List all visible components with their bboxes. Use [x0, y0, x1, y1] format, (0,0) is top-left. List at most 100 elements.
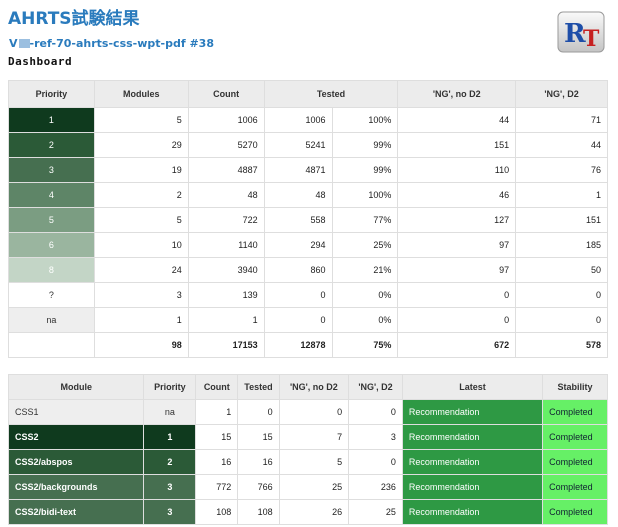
- tested-cell: 15: [237, 424, 280, 450]
- tested-cell: 558: [263, 207, 333, 233]
- totals-row: 98 17153 12878 75% 672 578: [8, 332, 608, 358]
- ng-no-d2-cell: 26: [278, 499, 350, 525]
- priority-cell[interactable]: ?: [8, 282, 95, 308]
- column-header[interactable]: Count: [187, 80, 265, 108]
- count-cell: 1006: [187, 107, 265, 133]
- column-header[interactable]: 'NG', no D2: [397, 80, 517, 108]
- ng-d2-cell: 0: [348, 399, 403, 425]
- section-heading: Dashboard: [8, 55, 73, 68]
- priority-cell[interactable]: 2: [8, 132, 95, 158]
- modules-cell: 5: [93, 107, 189, 133]
- tested-cell: 766: [237, 474, 280, 500]
- tested-percent-cell: 25%: [331, 232, 399, 258]
- build-link[interactable]: V -ref-70-ahrts-css-wpt-pdf #38: [9, 37, 214, 50]
- redacted-text: [18, 39, 30, 48]
- priority-cell[interactable]: 8: [8, 257, 95, 283]
- column-header[interactable]: Priority: [143, 374, 197, 400]
- module-name-cell[interactable]: CSS2/backgrounds: [7, 474, 145, 500]
- column-header[interactable]: Tested: [237, 374, 280, 400]
- table-row: 8 24 3940 860 21% 97 50: [8, 257, 608, 283]
- column-header[interactable]: Modules: [93, 80, 189, 108]
- tested-percent-cell: 100%: [331, 182, 399, 208]
- total-pct-cell: 75%: [331, 332, 399, 358]
- count-cell: 15: [195, 424, 239, 450]
- ng-d2-cell: 0: [348, 449, 403, 475]
- tested-cell: 108: [237, 499, 280, 525]
- ng-d2-cell: 1: [515, 182, 608, 208]
- modules-cell: 19: [93, 157, 189, 183]
- tested-cell: 5241: [263, 132, 333, 158]
- ng-no-d2-cell: 0: [397, 282, 517, 308]
- tested-percent-cell: 99%: [331, 157, 399, 183]
- total-ng-no-d2-cell: 672: [397, 332, 517, 358]
- table-row: 3 19 4887 4871 99% 110 76: [8, 157, 608, 183]
- module-table: Module Priority Count Tested 'NG', no D2…: [7, 374, 608, 525]
- tested-cell: 4871: [263, 157, 333, 183]
- priority-cell[interactable]: 6: [8, 232, 95, 258]
- tested-cell: 48: [263, 182, 333, 208]
- column-header[interactable]: Stability: [542, 374, 608, 400]
- ng-d2-cell: 50: [515, 257, 608, 283]
- logo-letter-r: R: [564, 19, 586, 49]
- modules-cell: 24: [93, 257, 189, 283]
- priority-cell: 2: [143, 449, 197, 475]
- count-cell: 3940: [187, 257, 265, 283]
- table-row: CSS1 na 1 0 0 0 Recommendation Completed: [7, 399, 608, 425]
- rt-logo: R T: [557, 11, 605, 53]
- tested-cell: 0: [263, 307, 333, 333]
- module-name-cell[interactable]: CSS2: [7, 424, 145, 450]
- table-header-row: Module Priority Count Tested 'NG', no D2…: [7, 374, 608, 400]
- modules-cell: 10: [93, 232, 189, 258]
- tested-cell: 16: [237, 449, 280, 475]
- tested-percent-cell: 100%: [331, 107, 399, 133]
- tested-percent-cell: 77%: [331, 207, 399, 233]
- column-header[interactable]: Priority: [8, 80, 95, 108]
- tested-percent-cell: 0%: [331, 282, 399, 308]
- ng-no-d2-cell: 0: [278, 399, 350, 425]
- module-name-cell[interactable]: CSS2/bidi-text: [7, 499, 145, 525]
- count-cell: 108: [195, 499, 239, 525]
- priority-cell[interactable]: 4: [8, 182, 95, 208]
- table-row: CSS2/backgrounds 3 772 766 25 236 Recommendati…: [7, 474, 608, 500]
- ng-no-d2-cell: 97: [397, 257, 517, 283]
- stability-status-cell: Completed: [542, 424, 608, 450]
- table-row: na 1 1 0 0% 0 0: [8, 307, 608, 333]
- table-row: ? 3 139 0 0% 0 0: [8, 282, 608, 308]
- build-link-prefix: V: [9, 37, 18, 50]
- count-cell: 1: [187, 307, 265, 333]
- modules-cell: 29: [93, 132, 189, 158]
- priority-cell[interactable]: 3: [8, 157, 95, 183]
- priority-cell: 3: [143, 499, 197, 525]
- totals-label-cell: [8, 332, 95, 358]
- count-cell: 139: [187, 282, 265, 308]
- module-name-cell[interactable]: CSS2/abspos: [7, 449, 145, 475]
- priority-cell[interactable]: na: [8, 307, 95, 333]
- ng-d2-cell: 44: [515, 132, 608, 158]
- column-header[interactable]: 'NG', no D2: [278, 374, 350, 400]
- priority-cell[interactable]: 1: [8, 107, 95, 133]
- column-header[interactable]: Module: [7, 374, 145, 400]
- modules-cell: 1: [93, 307, 189, 333]
- total-ng-d2-cell: 578: [515, 332, 608, 358]
- column-header[interactable]: Latest: [401, 374, 544, 400]
- logo-letter-t: T: [583, 26, 600, 52]
- ng-no-d2-cell: 97: [397, 232, 517, 258]
- table-row: CSS2 1 15 15 7 3 Recommendation Completed: [7, 424, 608, 450]
- ng-d2-cell: 76: [515, 157, 608, 183]
- column-header[interactable]: 'NG', D2: [348, 374, 403, 400]
- count-cell: 1140: [187, 232, 265, 258]
- priority-cell[interactable]: 5: [8, 207, 95, 233]
- table-row: 1 5 1006 1006 100% 44 71: [8, 107, 608, 133]
- table-row: 4 2 48 48 100% 46 1: [8, 182, 608, 208]
- column-header[interactable]: Tested: [263, 80, 399, 108]
- ng-no-d2-cell: 46: [397, 182, 517, 208]
- ng-no-d2-cell: 5: [278, 449, 350, 475]
- table-row: CSS2/bidi-text 3 108 108 26 25 Recommendation C…: [7, 499, 608, 525]
- count-cell: 1: [195, 399, 239, 425]
- priority-summary-table: Priority Modules Count Tested 'NG', no D…: [8, 80, 608, 358]
- module-name-cell[interactable]: CSS1: [7, 399, 145, 425]
- tested-cell: 860: [263, 257, 333, 283]
- column-header[interactable]: 'NG', D2: [515, 80, 608, 108]
- column-header[interactable]: Count: [195, 374, 239, 400]
- count-cell: 772: [195, 474, 239, 500]
